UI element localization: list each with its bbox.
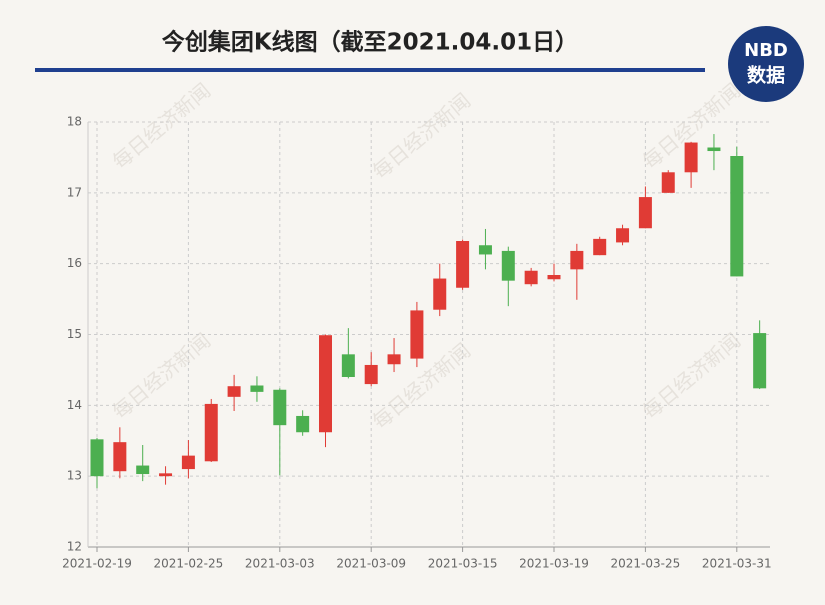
title-rule: [35, 68, 705, 72]
candle-body: [159, 473, 173, 477]
candle-body: [319, 335, 332, 433]
candle-body: [684, 142, 698, 173]
candle-body: [136, 465, 150, 475]
candle-body: [547, 275, 561, 280]
candle-body: [593, 238, 607, 256]
candle-body: [501, 250, 515, 281]
candle-body: [478, 245, 492, 255]
candle-body: [387, 354, 401, 365]
candle-body: [90, 439, 104, 477]
candle-body: [341, 354, 355, 377]
x-tick-label: 2021-03-31: [702, 557, 772, 571]
x-tick-label: 2021-03-19: [519, 557, 589, 571]
candle-body: [661, 172, 675, 193]
candle-body: [433, 278, 447, 310]
candle-body: [616, 228, 630, 243]
x-tick-label: 2021-03-15: [428, 557, 498, 571]
x-tick-label: 2021-03-03: [245, 557, 315, 571]
candle-body: [296, 415, 310, 433]
candle-body: [227, 386, 241, 397]
candle-body: [364, 364, 378, 385]
candle-body: [204, 403, 218, 462]
y-tick-label: 18: [67, 115, 82, 129]
candle-body: [410, 310, 424, 359]
logo: [728, 26, 804, 102]
candle-body: [524, 270, 538, 285]
x-tick-label: 2021-03-25: [611, 557, 681, 571]
x-tick-label: 2021-02-19: [62, 557, 132, 571]
candle-body: [753, 333, 767, 389]
y-tick-label: 14: [67, 398, 82, 412]
candle-body: [570, 250, 584, 270]
y-tick-label: 12: [67, 540, 82, 554]
logo-bottom: 数据: [747, 64, 785, 87]
y-tick-label: 13: [67, 469, 82, 483]
y-tick-label: 15: [67, 327, 82, 341]
x-tick-label: 2021-03-09: [336, 557, 406, 571]
x-tick-label: 2021-02-25: [154, 557, 224, 571]
candle-body: [273, 389, 287, 426]
candle-body: [456, 241, 470, 288]
candle-body: [638, 197, 652, 229]
y-tick-label: 16: [67, 256, 82, 270]
logo-top: NBD: [744, 40, 788, 61]
candle-body: [113, 442, 127, 472]
title: 今创集团K线图（截至2021.04.01日）: [162, 29, 578, 56]
candle-body: [730, 156, 744, 277]
candle-body: [250, 385, 264, 392]
y-tick-label: 17: [67, 185, 82, 199]
candle-body: [181, 455, 195, 470]
candle-body: [707, 147, 721, 152]
